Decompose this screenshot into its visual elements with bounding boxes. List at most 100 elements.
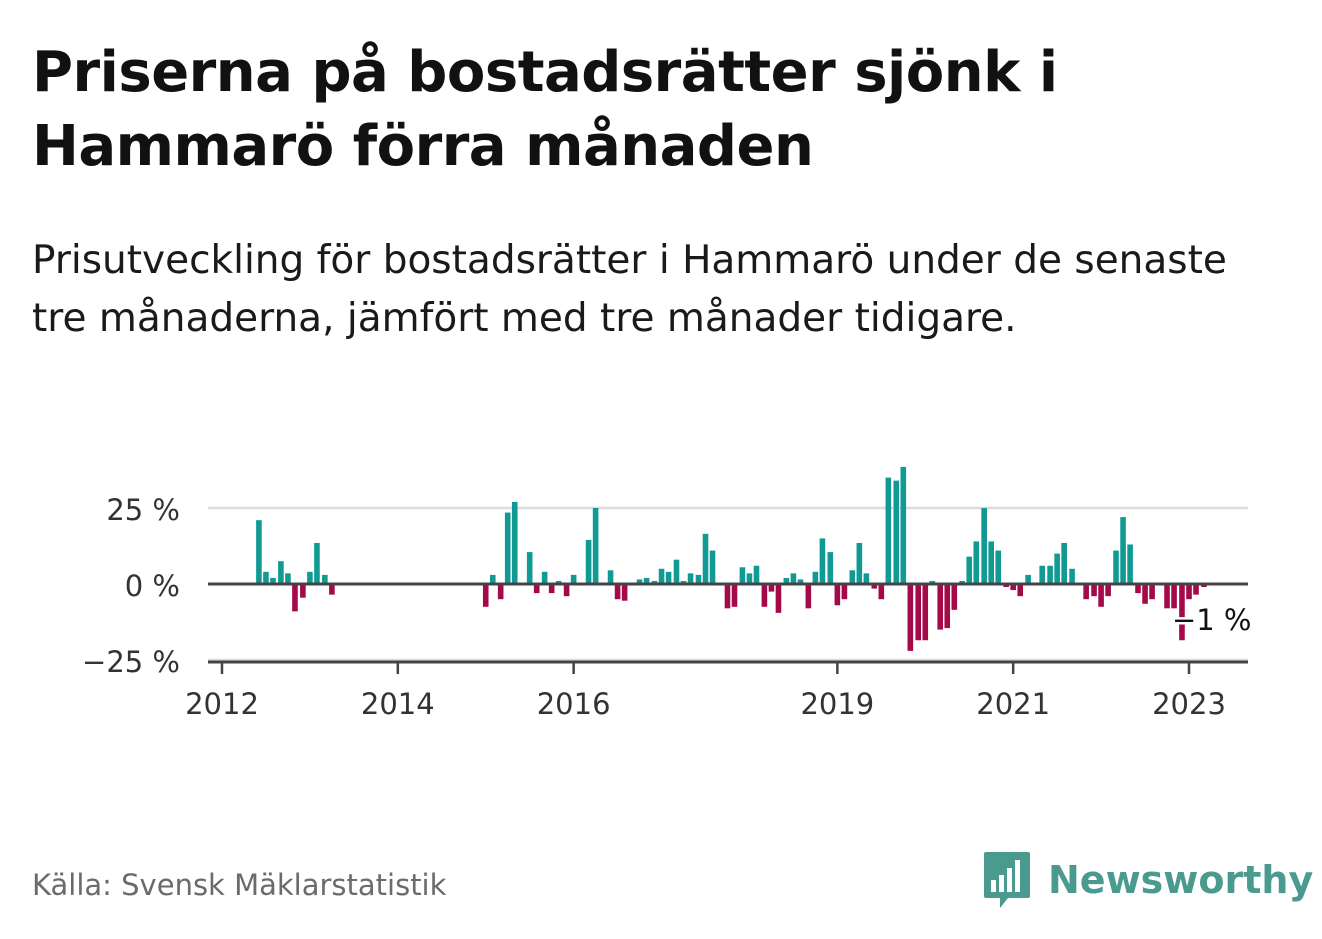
bar xyxy=(1164,584,1170,609)
bar xyxy=(959,580,965,584)
bar-chart-icon xyxy=(984,852,1030,908)
bar xyxy=(709,550,716,584)
bar xyxy=(658,568,665,584)
bar xyxy=(680,580,687,584)
bar xyxy=(1098,584,1104,607)
x-tick-label: 2019 xyxy=(800,687,874,721)
bar xyxy=(973,541,980,584)
y-tick-label: −25 % xyxy=(82,645,180,679)
bar xyxy=(497,584,504,600)
bar xyxy=(1135,584,1141,594)
bar xyxy=(885,477,892,584)
bar xyxy=(724,584,731,609)
bar xyxy=(922,584,929,641)
bar xyxy=(915,584,922,641)
bar xyxy=(893,480,900,584)
bar xyxy=(1039,565,1045,584)
bar xyxy=(504,512,511,584)
bar xyxy=(278,561,284,584)
bar xyxy=(812,571,819,584)
bar xyxy=(329,584,335,595)
bar xyxy=(665,571,672,584)
bar xyxy=(636,579,643,584)
bar xyxy=(1113,550,1119,584)
x-tick-label: 2021 xyxy=(976,687,1050,721)
bar xyxy=(314,542,320,584)
bar xyxy=(929,580,936,584)
bar xyxy=(614,584,621,600)
bar-chart: 25 % 0 % −25 %2012 2014 2016 2019 2021 2023 −1 % xyxy=(82,466,1254,721)
bar xyxy=(621,584,628,601)
bar xyxy=(585,539,592,584)
bar xyxy=(1120,517,1126,584)
brand-name: Newsworthy xyxy=(1048,858,1314,902)
x-tick-label: 2023 xyxy=(1152,687,1226,721)
y-tick-label: 0 % xyxy=(125,569,180,603)
bar xyxy=(1186,584,1192,600)
bar xyxy=(292,584,298,612)
bar xyxy=(871,584,878,589)
bar xyxy=(951,584,958,610)
bar xyxy=(1083,584,1089,600)
bar xyxy=(1010,584,1016,591)
axes xyxy=(208,582,1248,674)
bar xyxy=(1179,584,1185,641)
last-value-label: −1 % xyxy=(1172,603,1252,637)
bar xyxy=(834,584,841,606)
bar xyxy=(570,574,577,584)
bar xyxy=(1003,584,1009,588)
bar xyxy=(1061,542,1067,584)
x-tick-label: 2016 xyxy=(537,687,611,721)
bar xyxy=(1091,584,1097,597)
bar xyxy=(746,573,753,584)
bar xyxy=(563,584,570,597)
bar xyxy=(849,570,856,584)
bar xyxy=(827,552,834,584)
bar xyxy=(555,580,562,584)
bar xyxy=(256,520,262,584)
chart-subtitle: Prisutveckling för bostadsrätter i Hamma… xyxy=(32,238,1227,341)
bar xyxy=(761,584,768,607)
bar xyxy=(753,565,760,584)
bar xyxy=(878,584,885,600)
bar xyxy=(841,584,848,600)
bar xyxy=(1193,584,1199,595)
gridlines xyxy=(208,506,1248,662)
bar xyxy=(805,584,812,609)
bar xyxy=(541,571,548,584)
bar xyxy=(1149,584,1155,600)
bar xyxy=(643,577,650,584)
bar xyxy=(731,584,738,607)
bar xyxy=(651,580,658,584)
bar xyxy=(592,508,599,584)
bar xyxy=(482,584,489,607)
bar xyxy=(702,533,709,584)
bar xyxy=(863,573,870,584)
bar xyxy=(739,567,746,584)
bar xyxy=(526,552,533,584)
source-note: Källa: Svensk Mäklarstatistik xyxy=(32,868,447,902)
x-tick-label: 2014 xyxy=(361,687,435,721)
bar xyxy=(981,508,987,584)
bar xyxy=(687,573,694,584)
bar xyxy=(1171,584,1177,609)
bar xyxy=(768,584,775,592)
bar xyxy=(307,571,313,584)
bar xyxy=(673,559,680,584)
chart-title: Priserna på bostadsrätter sjönk i Hammar… xyxy=(32,40,1058,179)
bar xyxy=(1054,553,1060,584)
bar xyxy=(285,573,291,584)
bar xyxy=(790,573,797,584)
bar xyxy=(1142,584,1148,604)
bar xyxy=(856,542,863,584)
bar xyxy=(1127,544,1133,584)
bar xyxy=(533,584,540,594)
labels: 25 % 0 % −25 %2012 2014 2016 2019 2021 2023 −1 % xyxy=(82,493,1254,721)
bars xyxy=(256,466,1207,651)
bar xyxy=(937,584,944,630)
bar xyxy=(995,550,1002,584)
bar xyxy=(966,556,973,584)
bar xyxy=(900,466,907,584)
bar xyxy=(775,584,782,613)
bar xyxy=(1201,584,1207,588)
